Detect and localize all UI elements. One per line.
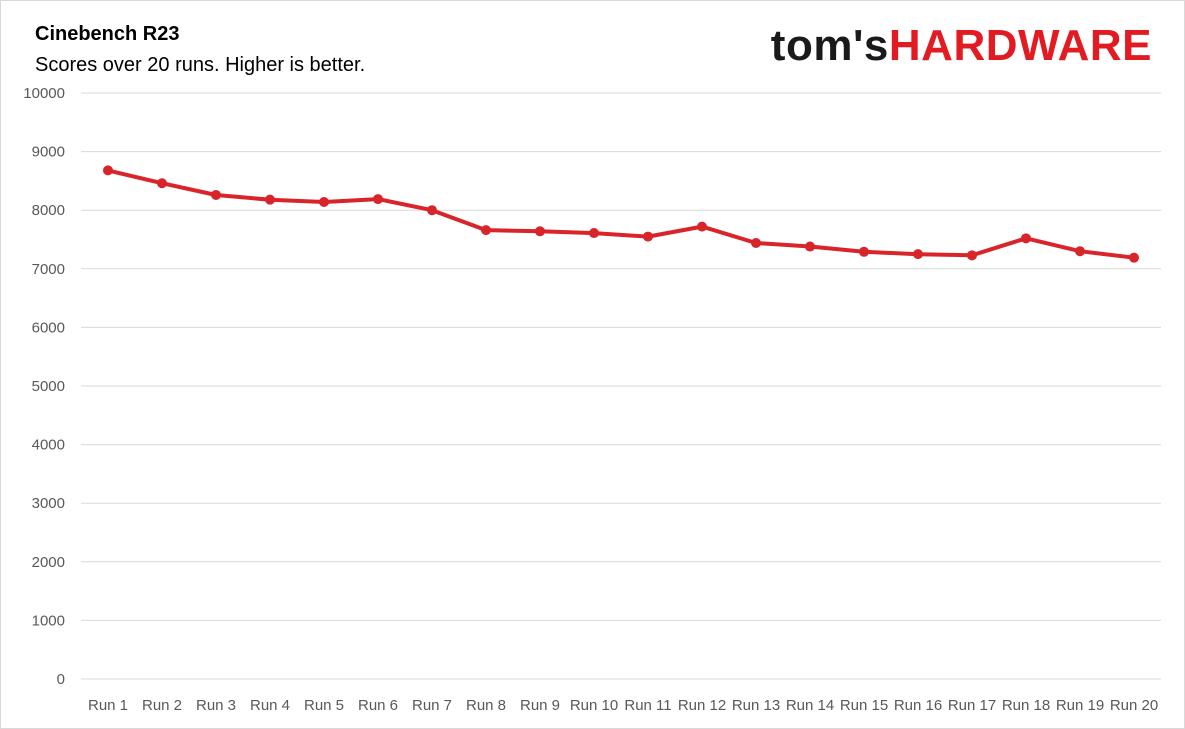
x-tick-label: Run 18	[1002, 697, 1050, 714]
data-point	[373, 194, 383, 205]
x-tick-label: Run 16	[894, 697, 942, 714]
y-axis-ticks: 0 1000 2000 3000 4000 5000 6000 7000 8000 9000 100…	[23, 85, 65, 688]
data-point	[103, 165, 113, 176]
data-point	[1129, 252, 1139, 263]
x-tick-label: Run 20	[1110, 697, 1158, 714]
x-tick-label: Run 5	[304, 697, 344, 714]
toms-hardware-logo: tom'sHARDWARE	[771, 21, 1152, 71]
x-tick-label: Run 14	[786, 697, 834, 714]
data-point	[697, 221, 707, 232]
y-tick-label: 10000	[23, 85, 65, 102]
data-point	[265, 194, 275, 205]
data-point	[1075, 246, 1085, 257]
x-axis-ticks: Run 1 Run 2 Run 3 Run 4 Run 5 Run 6 Run 7 Run 8…	[88, 697, 1158, 714]
x-tick-label: Run 8	[466, 697, 506, 714]
x-tick-label: Run 6	[358, 697, 398, 714]
y-tick-label: 7000	[32, 261, 65, 278]
data-point	[535, 226, 545, 237]
x-tick-label: Run 15	[840, 697, 888, 714]
y-tick-label: 8000	[32, 202, 65, 219]
logo-part-toms: tom's	[770, 21, 889, 70]
x-tick-label: Run 13	[732, 697, 780, 714]
x-tick-label: Run 10	[570, 697, 618, 714]
series-line	[106, 168, 1136, 260]
x-tick-label: Run 2	[142, 697, 182, 714]
x-tick-label: Run 7	[412, 697, 452, 714]
data-point	[967, 250, 977, 261]
x-tick-label: Run 9	[520, 697, 560, 714]
chart-subtitle: Scores over 20 runs. Higher is better.	[35, 54, 366, 76]
y-tick-label: 1000	[32, 612, 65, 629]
x-tick-label: Run 19	[1056, 697, 1104, 714]
data-point	[427, 205, 437, 216]
y-tick-label: 5000	[32, 378, 65, 395]
logo-part-hardware: HARDWARE	[888, 21, 1152, 70]
y-tick-label: 3000	[32, 495, 65, 512]
data-point	[589, 228, 599, 239]
x-tick-label: Run 12	[678, 697, 726, 714]
series-scores	[103, 165, 1139, 263]
data-point	[805, 241, 815, 252]
x-tick-label: Run 17	[948, 697, 996, 714]
chart-title: Cinebench R23	[35, 23, 180, 45]
y-tick-label: 9000	[32, 144, 65, 161]
y-tick-label: 6000	[32, 319, 65, 336]
data-point	[481, 225, 491, 236]
x-tick-label: Run 1	[88, 697, 128, 714]
data-point	[157, 178, 167, 189]
x-tick-label: Run 3	[196, 697, 236, 714]
data-point	[643, 231, 653, 242]
data-point	[751, 238, 761, 249]
data-point	[1021, 233, 1031, 244]
gridlines	[81, 92, 1161, 680]
y-tick-label: 2000	[32, 554, 65, 571]
y-tick-label: 0	[57, 671, 65, 688]
y-tick-label: 4000	[32, 437, 65, 454]
data-point	[211, 189, 221, 200]
data-point	[859, 246, 869, 257]
data-point	[319, 196, 329, 207]
x-tick-label: Run 4	[250, 697, 290, 714]
x-tick-label: Run 11	[624, 697, 671, 714]
data-point	[913, 249, 923, 260]
